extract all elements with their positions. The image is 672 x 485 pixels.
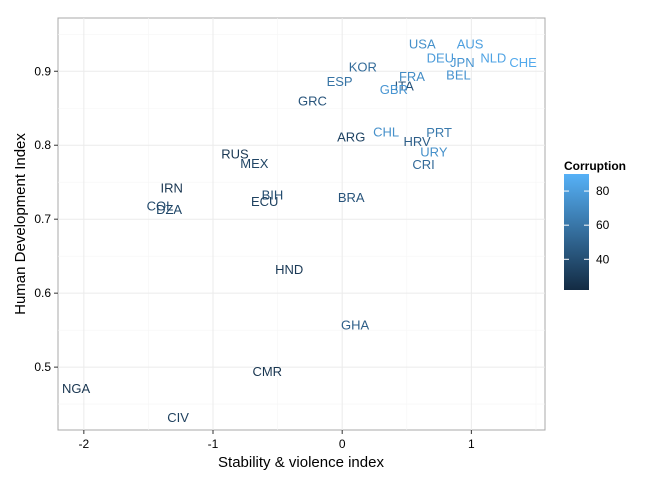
legend-tick-label: 40	[596, 252, 610, 266]
point-label-kor: KOR	[349, 59, 377, 74]
point-label-esp: ESP	[327, 74, 353, 89]
y-tick-label: 0.5	[34, 360, 51, 374]
point-label-nga: NGA	[62, 381, 91, 396]
point-label-ita: ITA	[395, 79, 415, 94]
legend-colorbar	[564, 174, 589, 290]
point-label-col: COL	[147, 198, 174, 213]
point-label-prt: PRT	[426, 125, 452, 140]
point-label-arg: ARG	[337, 130, 365, 145]
point-label-irn: IRN	[160, 181, 182, 196]
legend-title: Corruption	[564, 159, 626, 173]
minor-gridlines	[58, 18, 545, 430]
point-label-mex: MEX	[240, 156, 269, 171]
legend-ticks: 40 60 80	[564, 184, 610, 266]
x-tick-label: -1	[208, 437, 219, 451]
point-label-fra: FRA	[399, 69, 425, 84]
major-gridlines	[58, 18, 545, 430]
point-label-hnd: HND	[275, 262, 303, 277]
y-tick-label: 0.6	[34, 286, 51, 300]
point-label-grc: GRC	[298, 93, 327, 108]
point-label-gbr: GBR	[380, 82, 408, 97]
point-label-nld: NLD	[480, 50, 506, 65]
point-label-aus: AUS	[457, 36, 484, 51]
legend: Corruption 40 60 80	[564, 159, 626, 290]
point-label-deu: DEU	[427, 50, 454, 65]
x-axis-title: Stability & violence index	[218, 454, 384, 471]
point-label-rus: RUS	[221, 147, 249, 162]
point-label-civ: CIV	[167, 410, 189, 425]
point-label-ecu: ECU	[251, 194, 278, 209]
plot-panel	[57, 17, 546, 431]
point-label-bel: BEL	[446, 67, 471, 82]
point-label-jpn: JPN	[450, 55, 475, 70]
legend-tick-label: 60	[596, 218, 610, 232]
point-label-bra: BRA	[338, 190, 365, 205]
y-tick-label: 0.7	[34, 212, 51, 226]
point-label-bih: BIH	[262, 187, 284, 202]
y-tick-label: 0.9	[34, 64, 51, 78]
point-label-hrv: HRV	[404, 134, 432, 149]
point-label-che: CHE	[509, 55, 537, 70]
legend-tick-label: 80	[596, 184, 610, 198]
point-label-chl: CHL	[373, 124, 399, 139]
y-tick-label: 0.8	[34, 138, 51, 152]
point-label-cri: CRI	[412, 157, 434, 172]
point-label-usa: USA	[409, 36, 436, 51]
point-label-cmr: CMR	[252, 364, 282, 379]
point-label-gha: GHA	[341, 317, 370, 332]
x-tick-label: -2	[78, 437, 89, 451]
x-axis-ticks: -2 -1 0 1	[78, 430, 475, 451]
point-label-ury: URY	[420, 144, 448, 159]
x-tick-label: 0	[339, 437, 346, 451]
y-axis-ticks: 0.5 0.6 0.7 0.8 0.9	[34, 64, 58, 374]
y-axis-title: Human Development Index	[12, 133, 29, 315]
x-tick-label: 1	[468, 437, 475, 451]
point-label-dza: DZA	[156, 202, 182, 217]
